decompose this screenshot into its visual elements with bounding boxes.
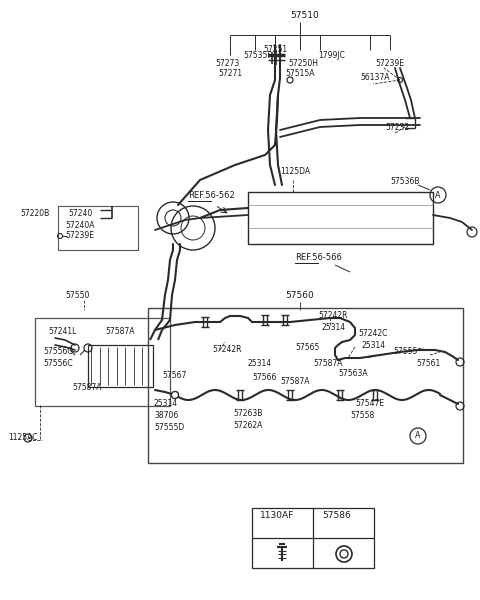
Text: 38706: 38706: [154, 412, 178, 421]
Text: 56137A: 56137A: [360, 73, 389, 82]
Text: 57587A: 57587A: [72, 383, 101, 392]
Text: 57251: 57251: [263, 44, 287, 53]
Text: 57556C: 57556C: [43, 359, 72, 368]
Text: 57536B: 57536B: [390, 178, 420, 187]
Text: 57550: 57550: [65, 290, 89, 299]
Bar: [248, 192, 433, 244]
Text: 57250H: 57250H: [288, 58, 318, 67]
Text: 57242C: 57242C: [358, 329, 387, 338]
Text: 57567: 57567: [162, 371, 186, 380]
Text: 25314: 25314: [322, 323, 346, 332]
Text: 57563A: 57563A: [338, 368, 368, 377]
Text: 57239E: 57239E: [65, 232, 94, 241]
Text: 1125AC: 1125AC: [8, 433, 37, 443]
Text: 57220B: 57220B: [20, 209, 49, 218]
Text: 25314: 25314: [248, 359, 272, 368]
Bar: [58, 206, 138, 250]
Text: 57556C: 57556C: [43, 347, 72, 356]
Text: 57561: 57561: [416, 359, 440, 368]
Bar: [252, 508, 374, 568]
Text: 57240: 57240: [68, 209, 92, 218]
Bar: [88, 345, 153, 387]
Circle shape: [171, 391, 179, 398]
Text: 57240A: 57240A: [65, 220, 95, 229]
Text: 25314: 25314: [154, 400, 178, 409]
Text: A: A: [415, 431, 421, 440]
Text: 1125DA: 1125DA: [280, 167, 310, 176]
Text: 57560: 57560: [285, 292, 314, 301]
Text: 57587A: 57587A: [313, 359, 343, 368]
Text: 57558: 57558: [350, 412, 374, 421]
Text: 57510: 57510: [290, 11, 319, 20]
Text: 57566: 57566: [252, 373, 276, 383]
Text: 1130AF: 1130AF: [260, 511, 294, 520]
Text: 57271: 57271: [218, 70, 242, 79]
Text: 57547E: 57547E: [355, 398, 384, 407]
Text: 25314: 25314: [362, 341, 386, 350]
Text: 57565: 57565: [295, 343, 319, 352]
Text: 57555: 57555: [393, 347, 418, 356]
Text: 57263B: 57263B: [233, 409, 263, 418]
Bar: [35, 318, 170, 406]
Text: 57241L: 57241L: [48, 328, 76, 337]
Text: REF.56-566: REF.56-566: [295, 253, 342, 263]
Text: REF.56-562: REF.56-562: [188, 191, 235, 200]
Bar: [148, 308, 463, 463]
Text: 57587A: 57587A: [280, 377, 310, 386]
Text: 57273: 57273: [215, 58, 239, 67]
Text: 57242R: 57242R: [318, 311, 348, 320]
Text: A: A: [435, 191, 441, 199]
Text: 57239E: 57239E: [375, 58, 404, 67]
Text: 57515A: 57515A: [285, 70, 314, 79]
Text: 57587A: 57587A: [105, 328, 134, 337]
Text: 57232: 57232: [385, 124, 409, 133]
Text: 57535F: 57535F: [243, 52, 272, 61]
Text: 57242R: 57242R: [212, 346, 241, 355]
Text: 57262A: 57262A: [233, 421, 263, 430]
Text: 1799JC: 1799JC: [318, 52, 345, 61]
Text: 57555D: 57555D: [154, 424, 184, 433]
Text: 57586: 57586: [322, 511, 351, 520]
